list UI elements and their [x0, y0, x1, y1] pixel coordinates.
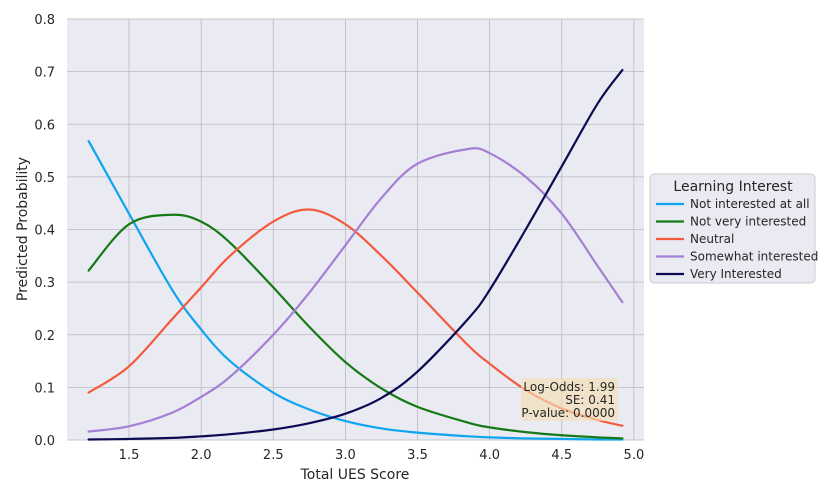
y-tick-label: 0.8	[34, 13, 55, 28]
legend-label-not-interested-at-all: Not interested at all	[690, 197, 810, 211]
x-tick-label: 1.5	[119, 448, 140, 463]
series-line-not-very-interested	[87, 213, 624, 440]
annotation-background	[521, 378, 618, 421]
series-line-somewhat-interested	[87, 147, 624, 433]
legend-label-neutral: Neutral	[690, 232, 734, 246]
y-axis-label: Predicted Probability	[15, 157, 31, 301]
annotation-log-odds: Log-Odds: 1.99	[523, 380, 615, 394]
y-tick-label: 0.5	[34, 171, 55, 186]
annotation-p-value: P-value: 0.0000	[521, 406, 615, 420]
y-tick-label: 0.0	[34, 434, 55, 449]
x-tick-label: 2.5	[263, 448, 284, 463]
x-tick-label: 4.5	[551, 448, 572, 463]
legend-frame	[649, 173, 816, 284]
series-line-very-interested	[87, 68, 624, 441]
legend-label-somewhat-interested: Somewhat interested	[690, 250, 818, 264]
legend: Learning Interest Not interested at allN…	[649, 173, 818, 284]
y-tick-label: 0.3	[34, 276, 55, 291]
legend-label-very-interested: Very Interested	[690, 267, 782, 281]
annotation-box: Log-Odds: 1.99 SE: 0.41 P-value: 0.0000	[521, 378, 618, 421]
y-tick-label: 0.6	[34, 118, 55, 133]
x-axis-label: Total UES Score	[300, 467, 410, 483]
x-tick-label: 3.0	[335, 448, 356, 463]
x-tick-label: 2.0	[191, 448, 212, 463]
y-tick-label: 0.2	[34, 329, 55, 344]
y-tick-label: 0.1	[34, 381, 55, 396]
legend-items: Not interested at all Not very interested…	[656, 197, 818, 281]
y-tick-label: 0.7	[34, 66, 55, 81]
x-tick-label: 3.5	[407, 448, 428, 463]
y-tick-label: 0.4	[34, 224, 55, 239]
legend-label-not-very-interested: Not very interested	[690, 215, 806, 229]
x-ticks: 1.5 2.0 2.5 3.0 3.5 4.0 4.5 5.0	[119, 448, 645, 463]
x-tick-label: 5.0	[624, 448, 645, 463]
series-line-not-interested-at-all	[87, 139, 624, 441]
annotation-se: SE: 0.41	[565, 393, 615, 407]
y-ticks: 0.0 0.1 0.2 0.3 0.4 0.5 0.6 0.7 0.8	[34, 13, 55, 449]
legend-title: Learning Interest	[673, 179, 793, 195]
x-tick-label: 4.0	[479, 448, 500, 463]
